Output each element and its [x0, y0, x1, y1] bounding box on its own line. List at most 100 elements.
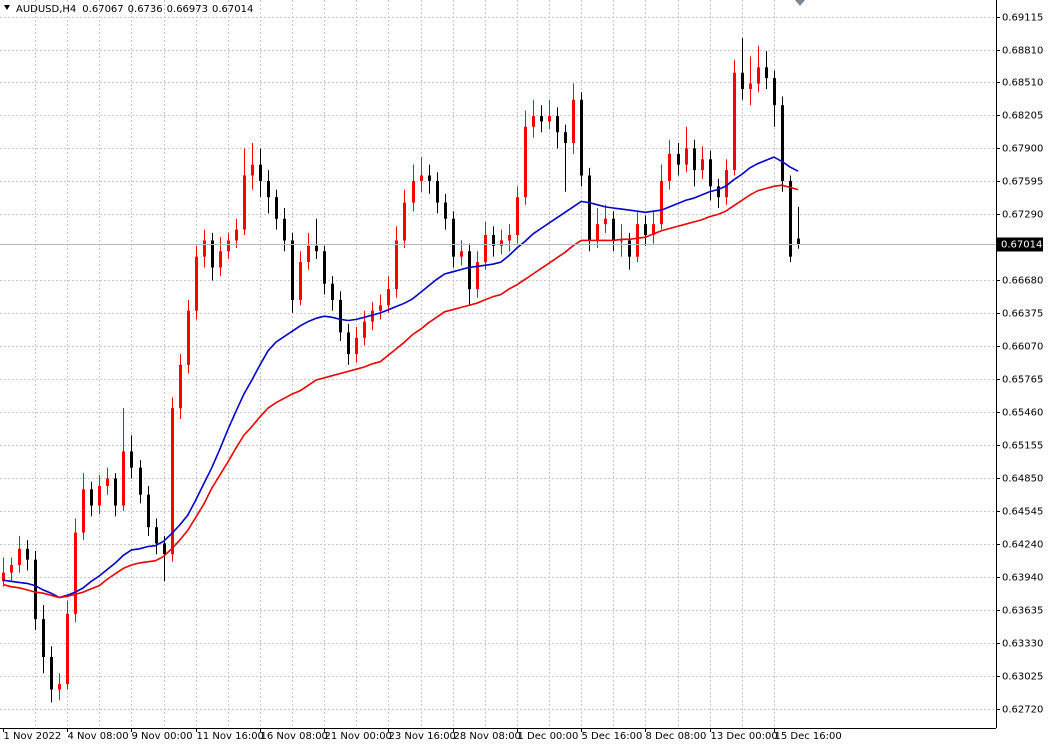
candle-body [733, 72, 736, 171]
x-tick-label: 9 Nov 00:00 [132, 731, 193, 742]
y-tick-label: 0.66680 [1002, 276, 1043, 287]
candle-body [588, 175, 591, 241]
candle-body [211, 240, 214, 268]
candle-body [395, 240, 398, 290]
candle-body [379, 305, 382, 311]
candle-body [235, 229, 238, 241]
y-tick-label: 0.68810 [1002, 46, 1043, 57]
y-tick-label: 0.63025 [1002, 672, 1043, 683]
candle-body [243, 175, 246, 230]
candle-body [620, 240, 623, 242]
candle-body [275, 197, 278, 219]
y-tick-label: 0.65765 [1002, 375, 1043, 386]
candle-body [612, 218, 615, 241]
y-tick-label: 0.64545 [1002, 507, 1043, 518]
y-tick-label: 0.66375 [1002, 309, 1043, 320]
candle-body [556, 115, 559, 133]
current-price-label: 0.67014 [1001, 240, 1042, 251]
candle-body [596, 224, 599, 241]
candle-body [114, 478, 117, 506]
menu-arrow[interactable] [4, 5, 10, 10]
candle-body [307, 245, 310, 263]
candle-body [757, 67, 760, 84]
candle-body [540, 115, 543, 122]
candle-body [604, 218, 607, 225]
candle-body [484, 235, 487, 263]
x-tick-label: 1 Nov 2022 [4, 731, 62, 742]
candle-body [2, 572, 5, 582]
candle-body [741, 72, 744, 89]
candle-body [187, 310, 190, 365]
open-value: 0.67067 [82, 4, 123, 15]
candle-body [315, 245, 318, 252]
candle-body [420, 175, 423, 181]
plot [0, 38, 996, 703]
candle-body [363, 321, 366, 338]
candle-body [291, 240, 294, 300]
candle-body [171, 408, 174, 555]
candle-body [219, 251, 222, 268]
y-tick-label: 0.68510 [1002, 78, 1043, 89]
candle-body [572, 99, 575, 144]
candle-body [355, 337, 358, 355]
candle-body [331, 283, 334, 300]
candle-body [10, 565, 13, 573]
candle-body [428, 175, 431, 181]
candle-body [717, 186, 720, 198]
y-tick-label: 0.62720 [1002, 705, 1043, 716]
y-tick-label: 0.67290 [1002, 210, 1043, 221]
candle-body [789, 180, 792, 257]
y-tick-label: 0.63635 [1002, 606, 1043, 617]
candle-body [387, 289, 390, 306]
candle-body [195, 256, 198, 311]
candle-body [765, 67, 768, 79]
symbol-title: AUDUSD,H4 [16, 4, 76, 15]
x-tick-label: 13 Dec 00:00 [711, 731, 778, 742]
y-tick-label: 0.67900 [1002, 144, 1043, 155]
x-tick-label: 16 Nov 08:00 [261, 731, 328, 742]
y-tick-label: 0.64240 [1002, 540, 1043, 551]
candle-body [259, 164, 262, 181]
candle-body [701, 159, 704, 171]
candle-body [203, 240, 206, 257]
x-tick-label: 23 Nov 16:00 [389, 731, 456, 742]
x-tick-label: 4 Nov 08:00 [68, 731, 129, 742]
candle-body [460, 251, 463, 257]
x-tick-label: 15 Dec 16:00 [775, 731, 842, 742]
x-tick-label: 21 Nov 00:00 [325, 731, 392, 742]
candle-body [163, 543, 166, 555]
candle-body [500, 240, 503, 246]
candle-body [580, 99, 583, 176]
candle-body [323, 251, 326, 284]
candle-body [516, 197, 519, 236]
candle-body [227, 240, 230, 252]
candle-body [299, 262, 302, 300]
candle-body [524, 126, 527, 198]
candle-body [122, 451, 125, 506]
candle-body [468, 251, 471, 290]
candle-body [34, 559, 37, 620]
candle-body [106, 478, 109, 487]
y-tick-label: 0.63330 [1002, 639, 1043, 650]
shift-marker[interactable] [795, 0, 805, 6]
candle-body [139, 467, 142, 495]
candle-body [251, 164, 254, 176]
candle-body [677, 153, 680, 165]
candle-body [781, 105, 784, 181]
candle-body [347, 332, 350, 355]
candle-body [130, 451, 133, 468]
candle-body [267, 180, 270, 198]
candle-body [98, 486, 101, 506]
candle-body [508, 235, 511, 241]
candle-body [564, 132, 567, 144]
candle-body [412, 180, 415, 203]
candle-body [693, 148, 696, 171]
candle-body [797, 238, 800, 245]
y-tick-label: 0.66070 [1002, 342, 1043, 353]
candle-body [725, 170, 728, 198]
y-tick-label: 0.64850 [1002, 474, 1043, 485]
candle-body [660, 180, 663, 225]
candle-body [636, 224, 639, 257]
